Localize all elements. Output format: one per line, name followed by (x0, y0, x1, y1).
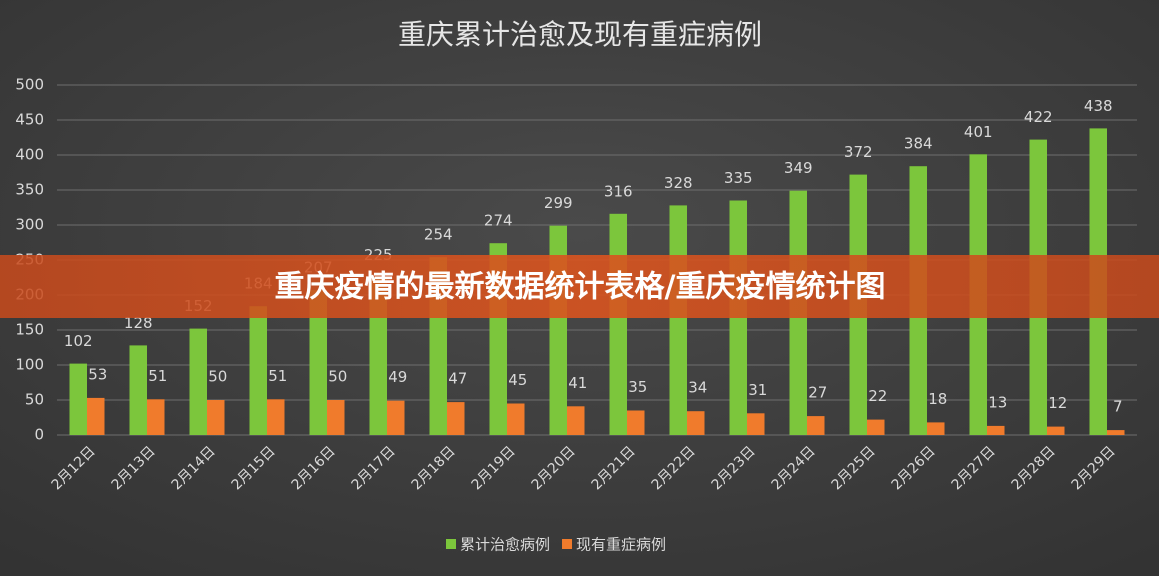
bar (567, 406, 585, 435)
value-label: 401 (964, 123, 993, 141)
value-label: 316 (604, 182, 633, 200)
value-label: 31 (748, 381, 767, 399)
value-label: 34 (688, 379, 707, 397)
bar (627, 410, 645, 435)
bar (669, 205, 687, 435)
value-label: 438 (1084, 97, 1113, 115)
value-label: 50 (208, 368, 227, 386)
y-tick-label: 500 (15, 76, 44, 94)
banner-title: 重庆疫情的最新数据统计表格/重庆疫情统计图 (275, 270, 886, 305)
value-label: 328 (664, 174, 693, 192)
value-label: 47 (448, 370, 467, 388)
value-label: 13 (988, 393, 1007, 411)
value-label: 422 (1024, 108, 1053, 126)
bar (267, 399, 285, 435)
y-tick-label: 350 (15, 181, 44, 199)
value-label: 372 (844, 143, 873, 161)
bar (609, 213, 627, 435)
y-tick-label: 450 (15, 111, 44, 129)
bar (129, 345, 147, 435)
value-label: 27 (808, 384, 827, 402)
bar (687, 411, 705, 435)
banner (0, 255, 1159, 318)
value-label: 53 (88, 365, 107, 383)
value-label: 50 (328, 368, 347, 386)
bar (189, 328, 207, 435)
y-tick-label: 50 (25, 391, 44, 409)
y-tick-label: 100 (15, 356, 44, 374)
y-tick-label: 150 (15, 321, 44, 339)
legend-swatch (562, 539, 573, 549)
bar (1047, 426, 1065, 435)
bar (327, 400, 345, 435)
bar (69, 363, 87, 435)
bar (1107, 430, 1125, 435)
overlay: 重庆疫情的最新数据统计表格/重庆疫情统计图 (0, 255, 1159, 318)
value-label: 349 (784, 159, 813, 177)
value-label: 51 (268, 367, 287, 385)
value-label: 49 (388, 368, 407, 386)
value-label: 254 (424, 226, 453, 244)
value-label: 299 (544, 194, 573, 212)
value-label: 51 (148, 367, 167, 385)
bar (867, 419, 885, 435)
bar (309, 290, 327, 435)
bar (747, 413, 765, 435)
value-label: 102 (64, 332, 93, 350)
bar (507, 403, 525, 435)
value-label: 18 (928, 390, 947, 408)
bar (927, 422, 945, 435)
bar (207, 400, 225, 435)
value-label: 7 (1113, 398, 1123, 416)
bar (807, 416, 825, 435)
value-label: 22 (868, 387, 887, 405)
legend-label: 累计治愈病例 (460, 536, 550, 554)
y-tick-label: 300 (15, 216, 44, 234)
bar (147, 399, 165, 435)
y-tick-label: 400 (15, 146, 44, 164)
value-label: 274 (484, 212, 513, 230)
value-label: 335 (724, 169, 753, 187)
value-label: 128 (124, 314, 153, 332)
value-label: 12 (1048, 394, 1067, 412)
chart-title: 重庆累计治愈及现有重症病例 (398, 18, 762, 51)
bar (87, 397, 105, 435)
bar (987, 425, 1005, 435)
legend-swatch (446, 539, 456, 549)
value-label: 45 (508, 371, 527, 389)
bar (447, 402, 465, 435)
value-label: 41 (568, 374, 587, 392)
y-tick-label: 0 (34, 426, 44, 444)
value-label: 384 (904, 135, 933, 153)
bar (387, 400, 405, 435)
bar (249, 306, 267, 435)
legend-label: 现有重症病例 (576, 536, 666, 554)
value-label: 35 (628, 378, 647, 396)
